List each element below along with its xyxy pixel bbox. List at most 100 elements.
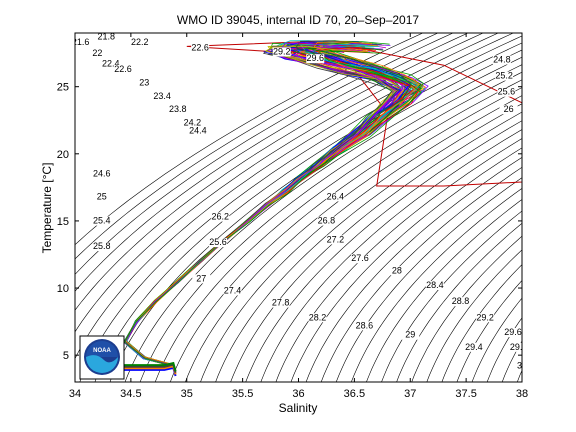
y-tick-label: 20 xyxy=(57,149,69,161)
contour-label-bg xyxy=(271,298,290,308)
density-contour-27.6 xyxy=(411,235,522,382)
contour-label: 26 xyxy=(504,104,514,114)
y-axis-label: Temperature [°C] xyxy=(40,163,54,254)
contour-label: 22.2 xyxy=(131,37,149,47)
contour-label: 27.2 xyxy=(327,234,345,244)
contour-label: 23.8 xyxy=(169,104,187,114)
contour-label: 27 xyxy=(196,273,206,283)
x-tick-label: 35 xyxy=(181,388,193,400)
chart-title: WMO ID 39045, internal ID 70, 20–Sep–201… xyxy=(177,13,419,27)
contour-label-bg xyxy=(504,328,522,338)
contour-label: 22.6 xyxy=(191,42,209,52)
contour-label-bg xyxy=(326,235,345,245)
contour-label-bg xyxy=(476,313,495,323)
contour-label: 26.8 xyxy=(318,216,336,226)
density-contour-25.4 xyxy=(245,120,522,382)
contour-label: 25.6 xyxy=(498,87,516,97)
contour-label: 28.8 xyxy=(452,296,470,306)
contour-label-bg xyxy=(509,342,522,352)
contour-label: 24.4 xyxy=(189,126,207,136)
contour-label-bg xyxy=(188,126,207,136)
contour-label: 21.6 xyxy=(72,37,90,47)
density-contour-25 xyxy=(215,103,522,382)
contour-label-bg xyxy=(209,238,228,248)
density-contour-23.8 xyxy=(124,56,522,382)
contour-label-bg xyxy=(130,38,149,48)
x-tick-label: 36.5 xyxy=(344,388,365,400)
y-axis: 5 10 15 20 25 xyxy=(57,82,522,362)
contour-label-bg xyxy=(326,192,345,202)
contour-label-bg xyxy=(101,59,120,69)
contour-label: 22.6 xyxy=(114,64,132,74)
contour-label: 29 xyxy=(405,330,415,340)
density-contour-25.2 xyxy=(230,111,522,382)
contour-label: 29.2 xyxy=(273,46,291,56)
contour-label-bg xyxy=(497,87,516,97)
density-contour-26.8 xyxy=(350,187,522,382)
y-tick-label: 25 xyxy=(57,82,69,94)
contour-label: 27.8 xyxy=(272,297,290,307)
contour-label-bg xyxy=(153,91,172,101)
y-tick-label: 5 xyxy=(63,350,69,362)
y-tick-label: 15 xyxy=(57,216,69,228)
density-contour-22.8 xyxy=(75,33,499,333)
contour-label-bg xyxy=(92,242,111,252)
density-contour-26.4 xyxy=(320,166,522,382)
contour-label-bg xyxy=(492,55,511,65)
noaa-logo-text: NOAA xyxy=(93,348,111,354)
density-contour-28.4 xyxy=(471,297,522,382)
density-contour-23.2 xyxy=(79,35,522,382)
contour-label-bg xyxy=(92,169,111,179)
x-axis: 34 34.5 35 35.5 36 36.5 37 37.5 38 xyxy=(69,33,528,400)
contour-label-bg xyxy=(92,216,111,226)
contour-label: 28 xyxy=(392,265,402,275)
contour-label-bg xyxy=(495,71,514,81)
contour-label: 24.6 xyxy=(93,169,111,179)
contour-label: 28.6 xyxy=(356,320,374,330)
contour-label-bg xyxy=(451,297,470,307)
contour-label: 27.6 xyxy=(351,253,369,263)
contour-label-bg xyxy=(308,313,327,323)
contour-label: 30 xyxy=(517,361,527,371)
contour-label: 23.4 xyxy=(153,91,171,101)
red-region-outline xyxy=(186,40,522,187)
contour-label: 22.4 xyxy=(102,59,120,69)
contour-label: 25.6 xyxy=(209,237,227,247)
noaa-logo-sky-icon xyxy=(86,341,118,357)
contour-label: 26.4 xyxy=(327,191,345,201)
contour-label: 29.6 xyxy=(504,327,522,337)
noaa-logo: NOAA xyxy=(79,335,125,380)
contour-label: 21.8 xyxy=(98,32,116,42)
density-contour-24 xyxy=(139,64,522,382)
contour-label: 24.8 xyxy=(493,55,511,65)
red-outline xyxy=(186,40,522,187)
x-tick-label: 36 xyxy=(292,388,304,400)
contour-label-bg xyxy=(387,266,406,276)
contour-label-bg xyxy=(191,43,210,53)
density-contours xyxy=(75,33,522,382)
contour-label-bg xyxy=(401,330,420,340)
contour-label: 28.4 xyxy=(426,280,444,290)
x-tick-label: 34.5 xyxy=(120,388,141,400)
density-contour-27 xyxy=(366,199,522,382)
density-contour-24.2 xyxy=(154,71,522,382)
contour-label-bg xyxy=(223,286,242,296)
contour-label: 25 xyxy=(97,191,107,201)
density-contour-27.4 xyxy=(396,222,522,382)
density-contour-26.2 xyxy=(305,157,522,382)
density-contour-24.4 xyxy=(169,79,522,382)
contour-label-bg xyxy=(272,47,291,57)
y-tick-label: 10 xyxy=(57,283,69,295)
contour-label: 29.2 xyxy=(476,312,494,322)
x-tick-label: 34 xyxy=(69,388,81,400)
contour-label-bg xyxy=(97,33,116,42)
contour-label-bg xyxy=(513,361,522,371)
density-contour-27.2 xyxy=(381,210,522,382)
contour-label-bg xyxy=(114,64,133,74)
contour-label-bg xyxy=(350,254,369,264)
density-contour-26.6 xyxy=(335,177,522,382)
contour-label-bg xyxy=(306,54,325,64)
contour-label: 25.8 xyxy=(93,241,111,251)
noaa-logo-wave-icon xyxy=(86,355,118,373)
contour-label-bg xyxy=(88,48,107,58)
